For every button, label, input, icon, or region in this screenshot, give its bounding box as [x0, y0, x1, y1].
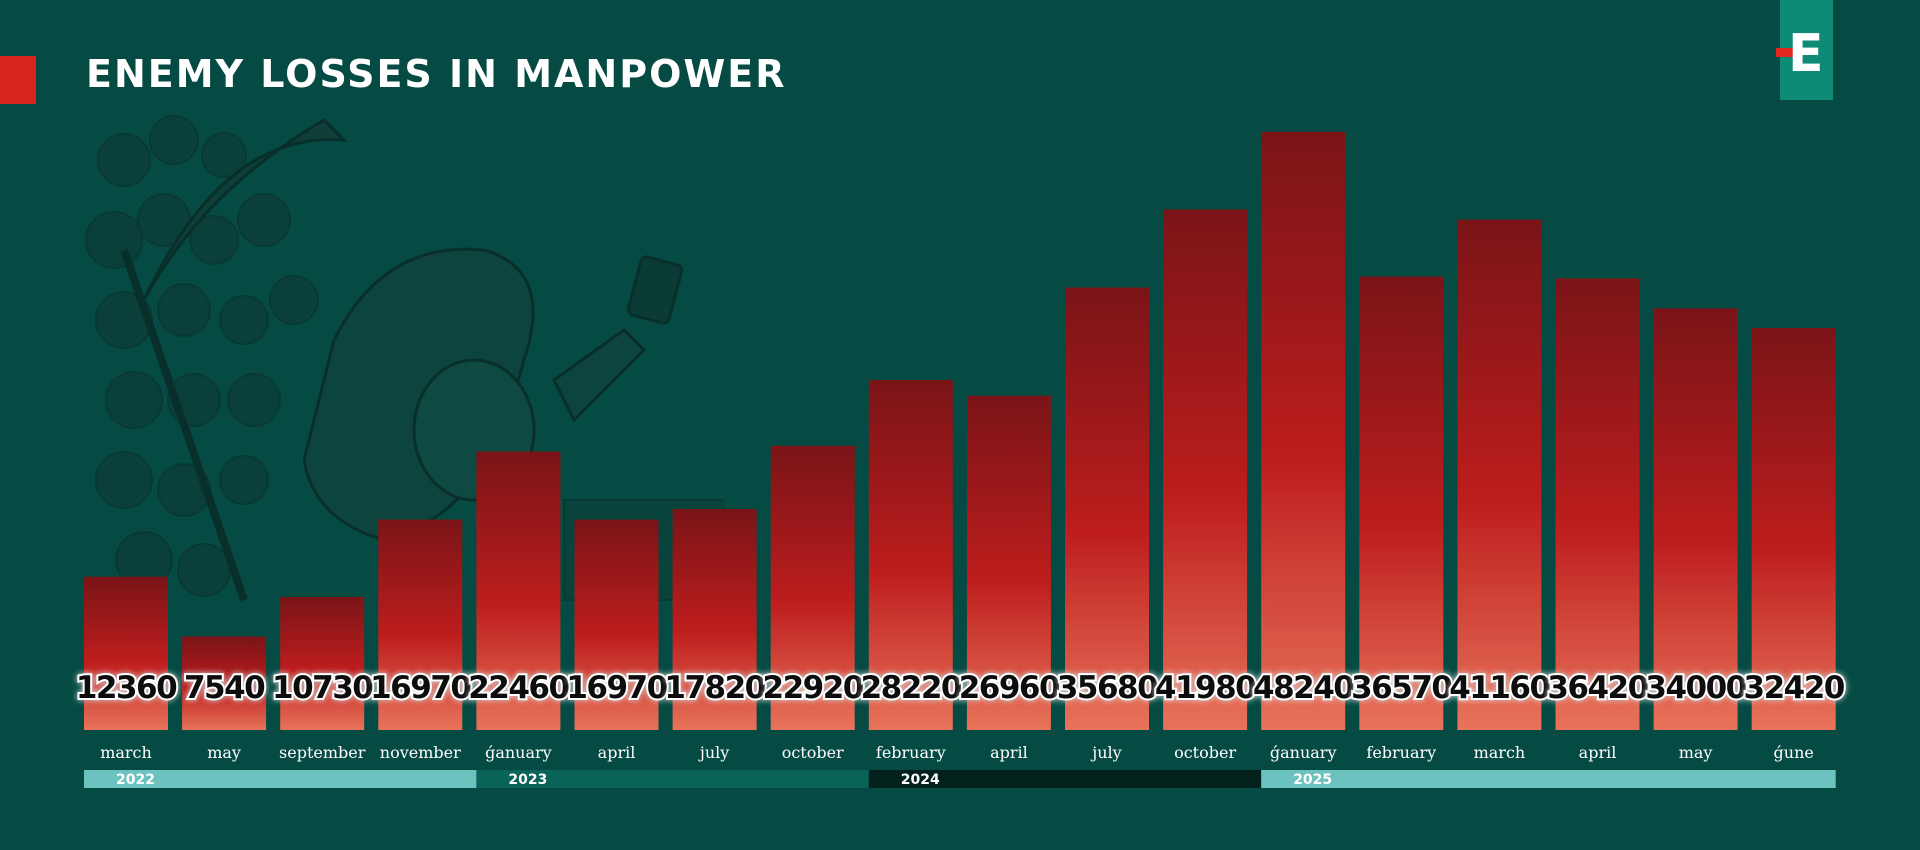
bar-value-label: 41160	[1449, 670, 1550, 706]
category-label: may	[207, 743, 241, 762]
bar-march	[1457, 219, 1542, 730]
bar-value-label: 22460	[468, 670, 569, 706]
category-label: october	[782, 743, 844, 762]
bar-october	[770, 445, 855, 730]
year-band-2022	[84, 770, 477, 788]
category-label: ǵanuary	[1270, 743, 1337, 762]
bar-value-label: 36570	[1351, 670, 1452, 706]
logo-letter: E	[1788, 24, 1824, 84]
bar-april	[1555, 278, 1640, 730]
category-label: july	[698, 743, 729, 762]
logo-red-mark	[1776, 48, 1802, 57]
bar-value-label: 12360	[76, 670, 177, 706]
bar-value-label: 26960	[959, 670, 1060, 706]
bar-february	[1359, 276, 1444, 730]
category-label: march	[100, 743, 152, 762]
category-label: october	[1174, 743, 1236, 762]
category-label: march	[1474, 743, 1526, 762]
category-label: february	[1366, 743, 1436, 762]
category-label: ǵune	[1774, 743, 1814, 762]
bar-ǵanuary	[476, 451, 561, 730]
bar-september	[280, 596, 365, 730]
year-band-2023	[476, 770, 869, 788]
bar-value-label: 16970	[370, 670, 471, 706]
year-label: 2023	[508, 772, 547, 788]
bar-value-label: 35680	[1057, 670, 1158, 706]
bar-february	[868, 380, 953, 730]
bar-ǵanuary	[1261, 131, 1346, 731]
category-label: april	[598, 743, 636, 762]
bar-july	[672, 509, 757, 730]
bar-may	[182, 636, 267, 730]
year-label: 2024	[901, 772, 940, 788]
bar-value-label: 10730	[272, 670, 373, 706]
red-accent-tab	[0, 56, 36, 104]
bar-value-label: 16970	[566, 670, 667, 706]
bar-may	[1653, 308, 1738, 730]
brand-logo: E	[1776, 0, 1833, 100]
bar-value-label: 41980	[1155, 670, 1256, 706]
year-label: 2022	[116, 772, 155, 788]
bar-april	[574, 519, 659, 730]
category-label: may	[1679, 743, 1713, 762]
bar-value-label: 48240	[1253, 670, 1354, 706]
category-label: ǵanuary	[485, 743, 552, 762]
year-label: 2025	[1293, 772, 1332, 788]
year-band-2025	[1261, 770, 1836, 788]
bar-april	[966, 395, 1051, 730]
category-label: april	[1579, 743, 1617, 762]
category-label: july	[1090, 743, 1121, 762]
bar-value-label: 36420	[1547, 670, 1648, 706]
category-label: november	[380, 743, 461, 762]
year-band-2024	[868, 770, 1262, 788]
bar-value-label: 28220	[861, 670, 962, 706]
bar-ǵune	[1751, 327, 1836, 730]
bar-october	[1163, 209, 1248, 730]
bar-july	[1065, 287, 1149, 730]
category-label: april	[990, 743, 1028, 762]
bar-value-label: 22920	[763, 670, 864, 706]
category-label: september	[279, 743, 366, 762]
bar-march	[84, 576, 168, 730]
bar-value-label: 7540	[184, 670, 265, 706]
bar-value-label: 32420	[1744, 670, 1845, 706]
page-title: ENEMY LOSSES IN MANPOWER	[86, 52, 787, 96]
category-label: february	[876, 743, 946, 762]
bar-value-label: 17820	[664, 670, 765, 706]
bar-value-label: 34000	[1645, 670, 1746, 706]
bar-november	[378, 519, 463, 730]
